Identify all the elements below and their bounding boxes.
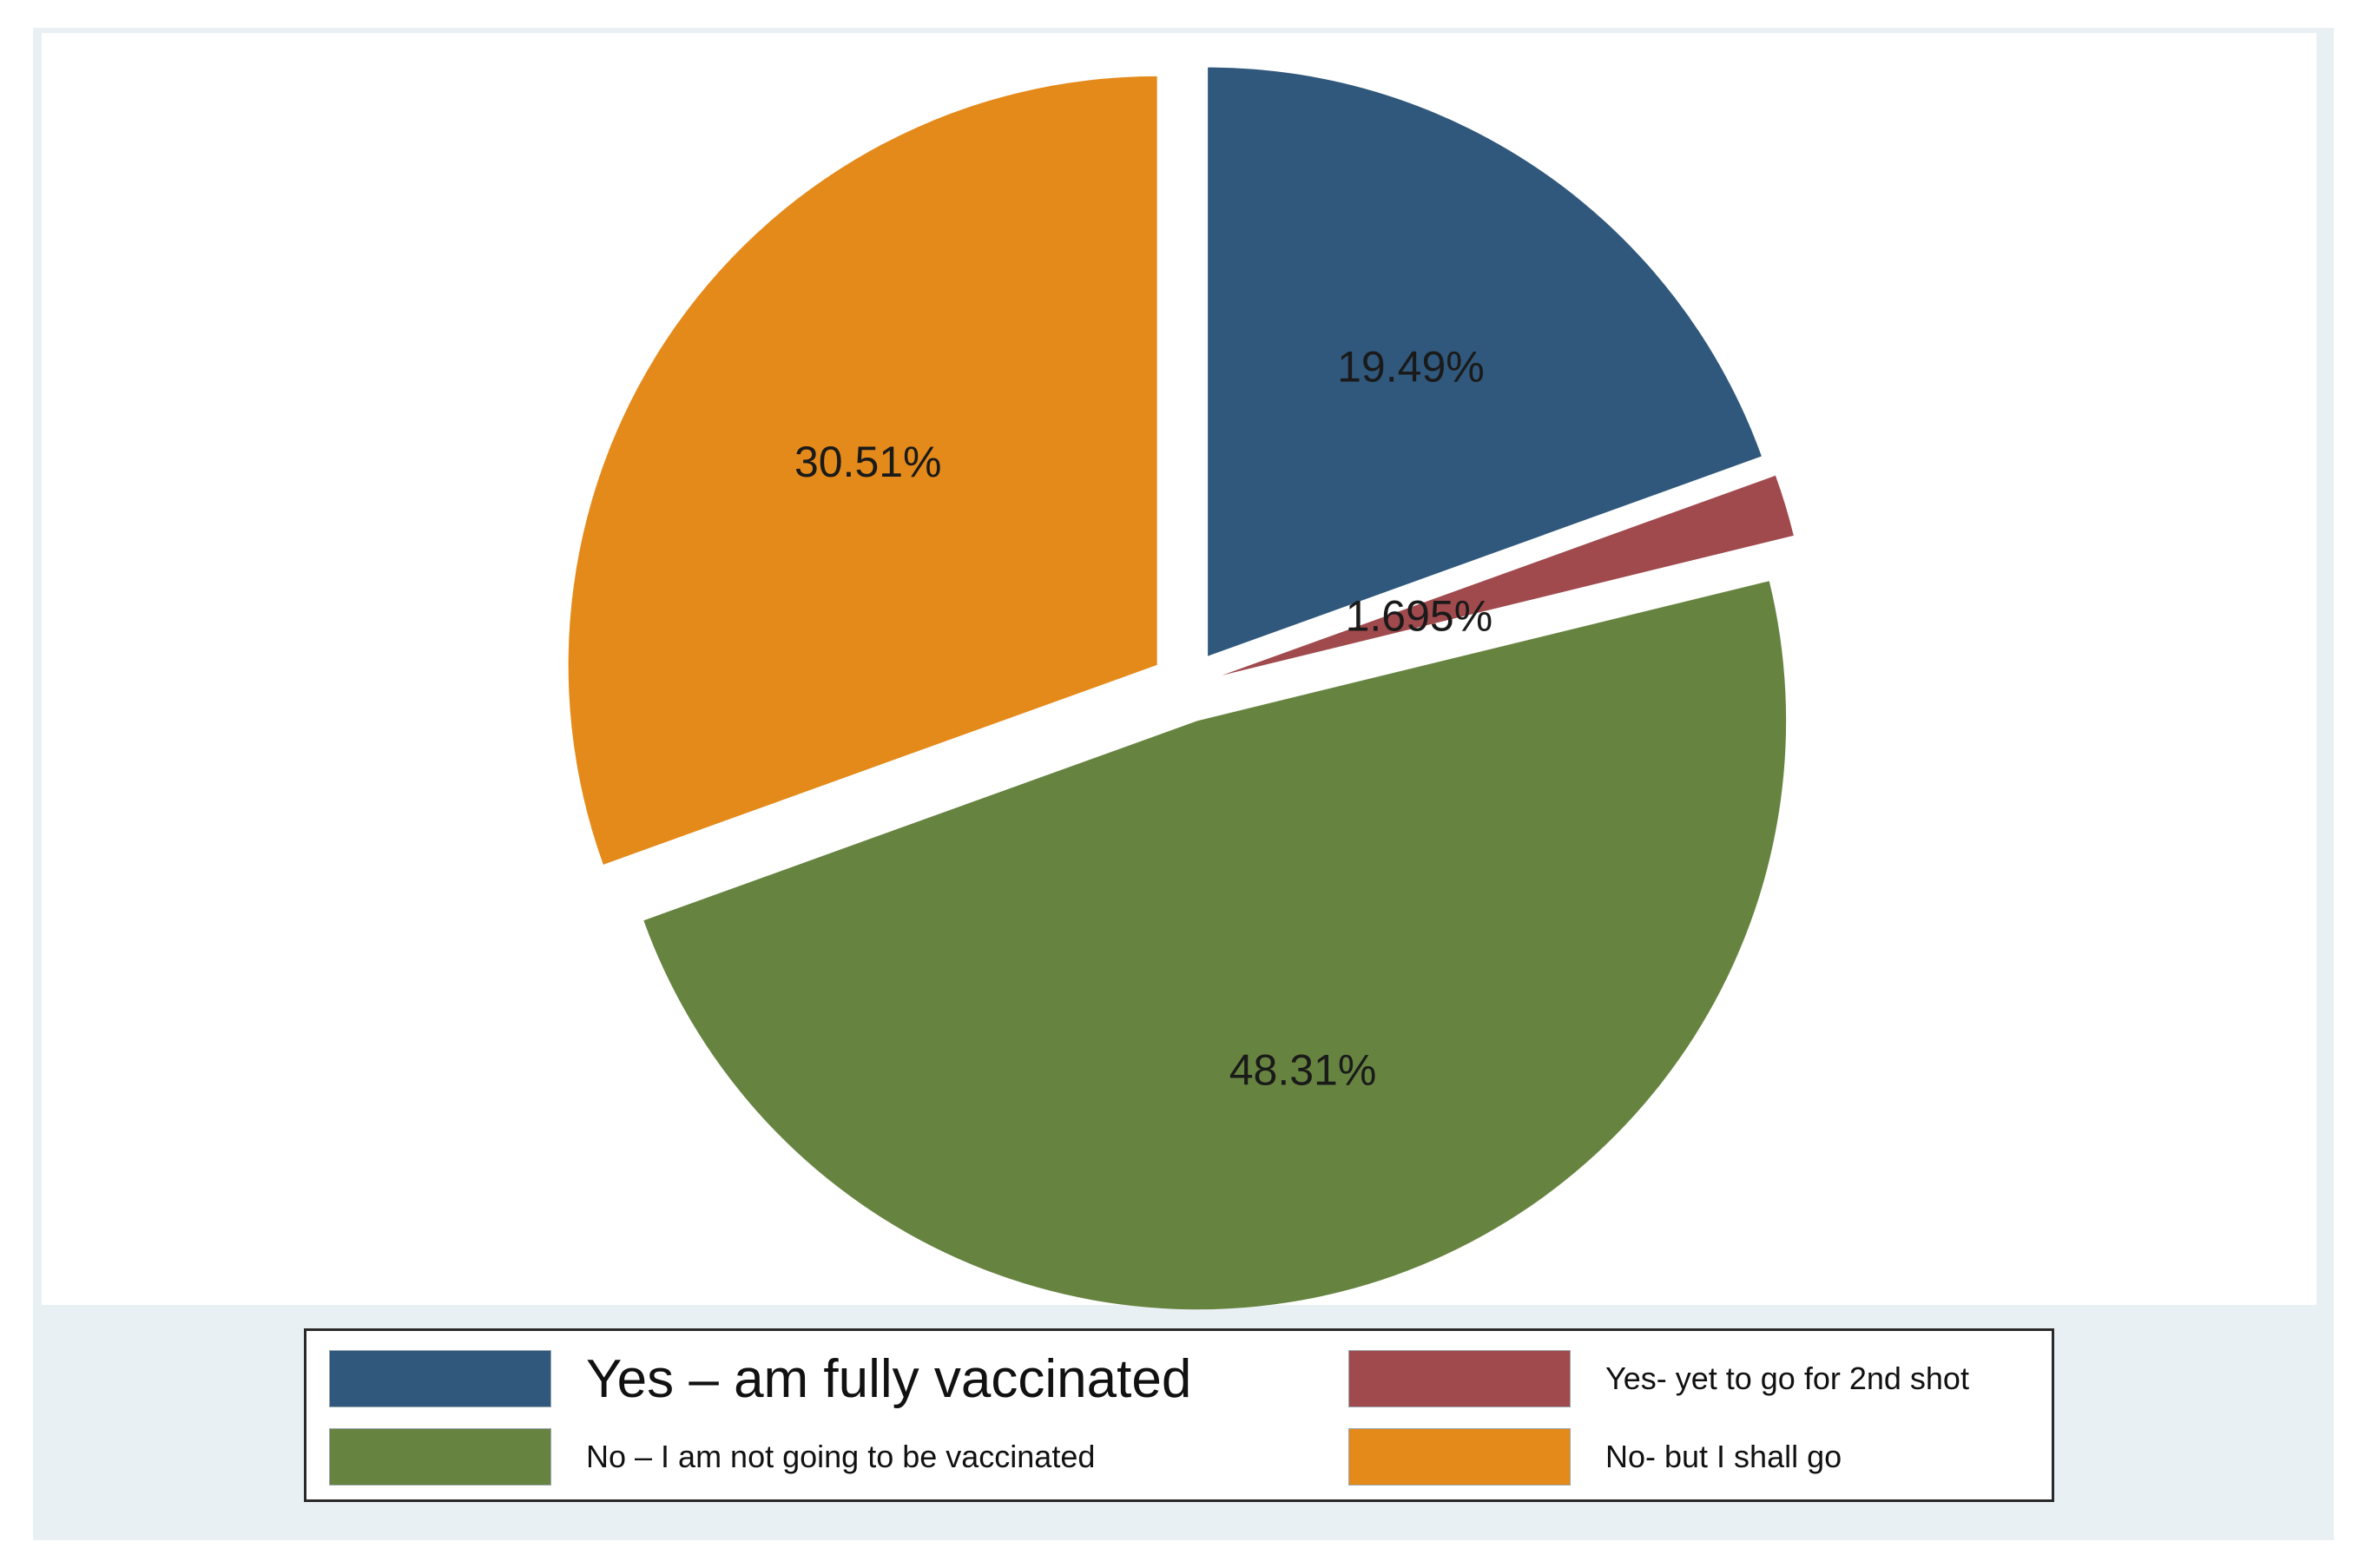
legend-label-shall-go: No- but I shall go xyxy=(1605,1439,1842,1474)
legend-item-fully-vaccinated: Yes – am fully vaccinated xyxy=(329,1348,1192,1409)
legend-item-second-shot: Yes- yet to go for 2nd shot xyxy=(1348,1350,1969,1407)
pie-slice-label-0: 19.49% xyxy=(1337,343,1485,392)
pie-slice-1 xyxy=(1222,475,1794,675)
legend-label-second-shot: Yes- yet to go for 2nd shot xyxy=(1605,1360,1969,1396)
pie-slice-labels: 19.49% 1.695% 48.31% 30.51% xyxy=(794,343,1492,1095)
legend-label-fully-vaccinated: Yes – am fully vaccinated xyxy=(586,1348,1192,1409)
pie-slice-0 xyxy=(1208,67,1762,656)
legend-swatch-second-shot xyxy=(1348,1350,1571,1407)
legend-swatch-fully-vaccinated xyxy=(329,1350,551,1407)
pie-slice-label-3: 30.51% xyxy=(794,438,942,486)
pie-slice-label-1: 1.695% xyxy=(1346,591,1493,640)
pie-slice-2 xyxy=(643,581,1787,1310)
legend-swatch-not-going xyxy=(329,1428,551,1486)
legend: Yes – am fully vaccinated Yes- yet to go… xyxy=(304,1328,2054,1502)
legend-item-shall-go: No- but I shall go xyxy=(1348,1428,1842,1486)
legend-item-not-going: No – I am not going to be vaccinated xyxy=(329,1428,1095,1486)
pie-slice-label-2: 48.31% xyxy=(1229,1046,1377,1095)
pie-slice-3 xyxy=(568,76,1157,865)
legend-label-not-going: No – I am not going to be vaccinated xyxy=(586,1439,1096,1474)
legend-swatch-shall-go xyxy=(1348,1428,1571,1486)
pie-slices xyxy=(568,67,1794,1310)
